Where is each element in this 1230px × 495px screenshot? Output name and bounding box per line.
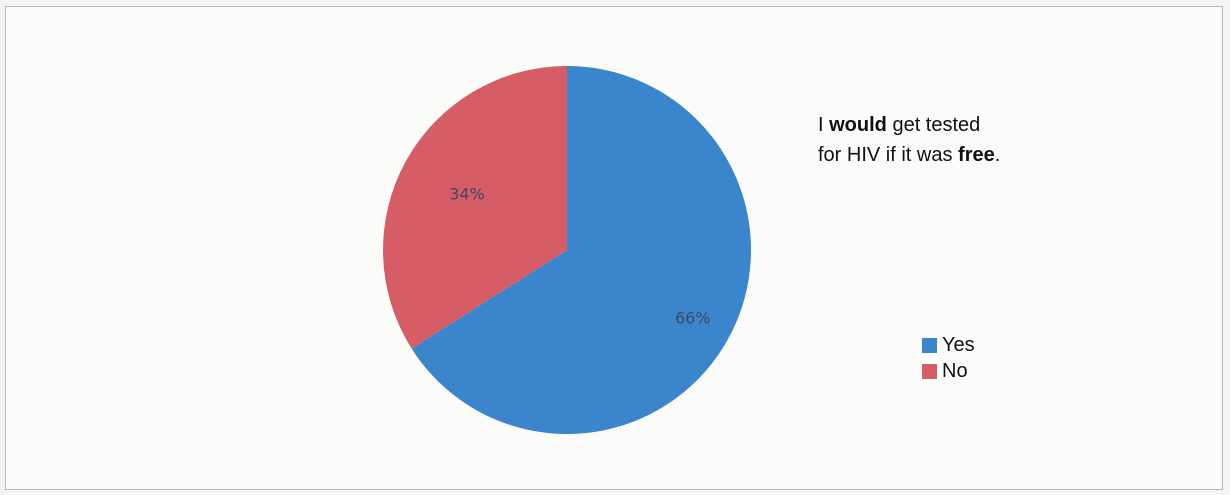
chart-title-part: . <box>994 144 1001 166</box>
data-label-yes: 66% <box>675 309 711 328</box>
pie-slice-no <box>383 65 567 349</box>
chart-title-part: free <box>958 144 995 166</box>
chart-frame: 66% 34% I would get tested for HIV if it … <box>5 6 1223 490</box>
legend-label: Yes <box>942 333 975 356</box>
legend-swatch <box>922 363 937 379</box>
chart-title-part: get tested for HIV if it was <box>818 114 981 166</box>
chart-title-part: I <box>818 114 830 136</box>
legend-item-yes: Yes <box>922 333 975 357</box>
chart-title: I would get tested for HIV if it was fre… <box>818 110 1008 170</box>
legend-label: No <box>942 359 968 382</box>
data-label-no: 34% <box>449 185 485 204</box>
legend-swatch <box>922 337 937 353</box>
chart-title-part: would <box>829 114 887 136</box>
chart-legend: Yes No <box>922 333 975 385</box>
legend-item-no: No <box>922 359 975 383</box>
pie-chart: 66% 34% <box>383 65 751 434</box>
pie-slice-yes <box>411 66 751 434</box>
